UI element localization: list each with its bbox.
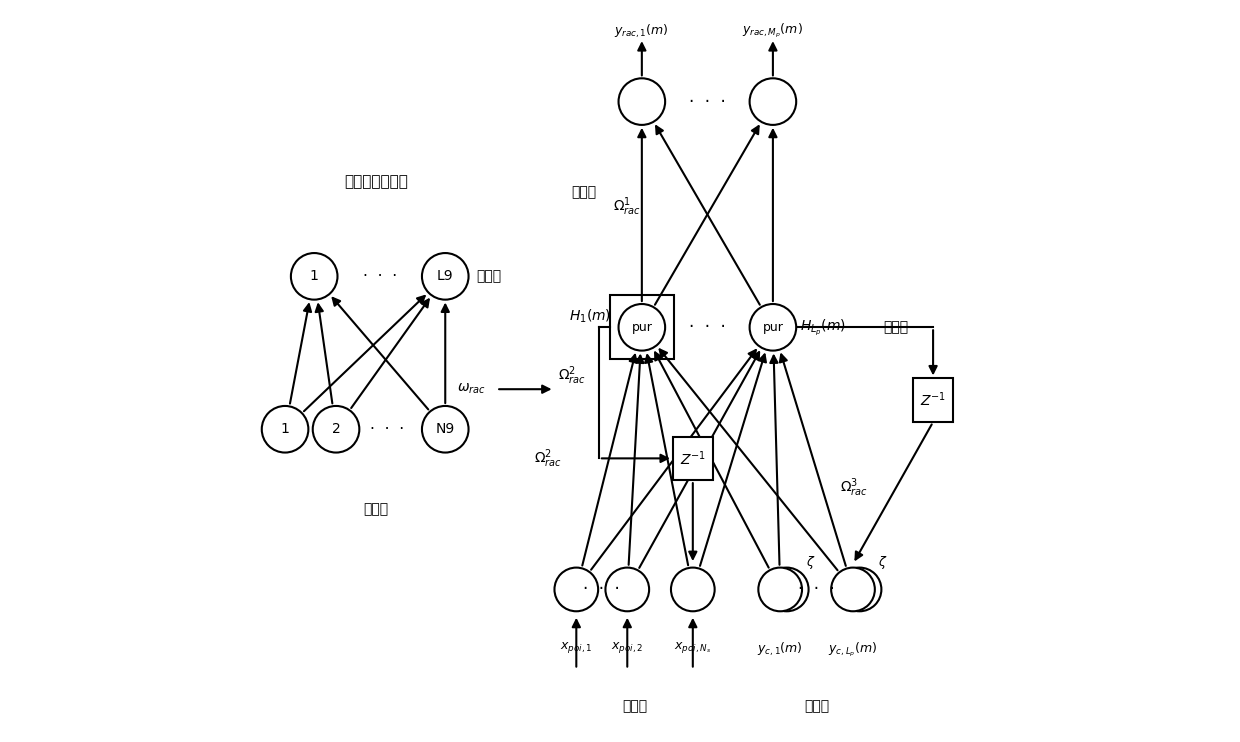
Text: pur: pur [763,321,784,334]
Text: $\omega_{rac}$: $\omega_{rac}$ [456,382,485,396]
Circle shape [291,253,337,300]
Text: 输出层: 输出层 [572,186,596,200]
Text: 1: 1 [310,269,319,283]
Text: $\Omega^2_{rac}$: $\Omega^2_{rac}$ [558,365,587,387]
Text: ·  ·  ·: · · · [362,269,397,284]
Text: $H_1(m)$: $H_1(m)$ [569,308,611,325]
Text: 可视层: 可视层 [363,502,388,516]
Text: $\Omega^3_{rac}$: $\Omega^3_{rac}$ [839,476,868,499]
Text: $\Omega^1_{rac}$: $\Omega^1_{rac}$ [614,196,641,218]
Text: 限制玻尔兹曼机: 限制玻尔兹曼机 [345,174,408,189]
Text: $x_{poi,2}$: $x_{poi,2}$ [611,640,644,655]
Text: $Z^{-1}$: $Z^{-1}$ [920,391,946,410]
Circle shape [750,79,796,125]
Bar [673,436,713,480]
Text: ·  ·  ·: · · · [799,580,835,599]
Circle shape [619,79,665,125]
Circle shape [759,568,802,611]
Text: pur: pur [631,321,652,334]
Text: N9: N9 [435,422,455,436]
Text: L9: L9 [436,269,454,283]
Text: $y_{rac,M_p}(m)$: $y_{rac,M_p}(m)$ [743,22,804,40]
Circle shape [619,304,665,351]
Text: $H_{L_p}(m)$: $H_{L_p}(m)$ [800,318,846,337]
Text: $y_{c,1}(m)$: $y_{c,1}(m)$ [758,640,804,657]
Text: 1: 1 [280,422,289,436]
Text: $y_{c,L_p}(m)$: $y_{c,L_p}(m)$ [828,640,878,658]
Circle shape [605,568,649,611]
Circle shape [671,568,714,611]
Text: $y_{rac,1}(m)$: $y_{rac,1}(m)$ [615,22,670,39]
Text: $\zeta$: $\zeta$ [806,554,815,571]
Circle shape [422,253,469,300]
Text: $x_{poi,N_s}$: $x_{poi,N_s}$ [675,640,712,655]
Circle shape [554,568,598,611]
Circle shape [262,406,309,453]
Text: 2: 2 [331,422,341,436]
Text: 中间层: 中间层 [884,321,909,335]
Text: 输入层: 输入层 [622,699,647,713]
Circle shape [312,406,360,453]
Text: ·  ·  ·: · · · [370,421,404,437]
Circle shape [750,304,796,351]
Circle shape [422,406,469,453]
Text: 承接层: 承接层 [804,699,830,713]
Text: ·  ·  ·: · · · [689,318,725,336]
Text: ·  ·  ·: · · · [584,580,620,599]
Circle shape [831,568,875,611]
Bar [913,378,954,422]
Text: $\Omega^2_{rac}$: $\Omega^2_{rac}$ [534,447,562,470]
Text: $Z^{-1}$: $Z^{-1}$ [680,449,706,467]
Text: 隐含层: 隐含层 [476,269,501,283]
Text: $\zeta$: $\zeta$ [878,554,888,571]
Text: $x_{poi,1}$: $x_{poi,1}$ [560,640,593,655]
Text: ·  ·  ·: · · · [689,93,725,111]
Bar [610,295,673,359]
